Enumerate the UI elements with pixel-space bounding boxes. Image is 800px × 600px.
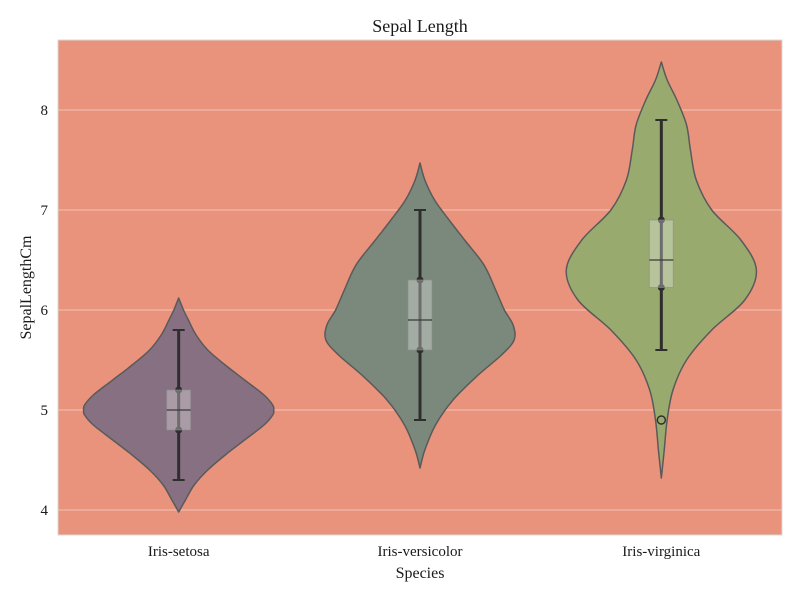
chart-title: Sepal Length [372,16,467,36]
plot-border [57,39,783,536]
x-axis-label: Species [396,565,445,582]
y-tick-label-4: 4 [41,503,49,519]
x-tick-label-iris-versicolor: Iris-versicolor [378,544,463,560]
violins [82,61,758,513]
box-iris-virginica [648,219,674,288]
violin-group-iris-setosa [82,297,275,513]
y-tick-label-5: 5 [41,403,49,419]
y-tick-label-8: 8 [41,103,49,119]
violin-group-iris-virginica [565,61,758,479]
outlier-point-iris-virginica [656,415,667,425]
violin-group-iris-versicolor [324,162,516,469]
y-tick-label-7: 7 [41,203,49,219]
y-axis-label: SepalLengthCm [18,235,35,340]
x-tick-label-iris-virginica: Iris-virginica [622,544,700,560]
box-iris-versicolor [407,279,433,351]
x-tick-label-iris-setosa: Iris-setosa [148,544,210,560]
axes: 4 5 6 7 8 Iris-setosa Iris-versicolor Iris-virg… [41,39,783,560]
y-tick-label-6: 6 [41,303,49,319]
